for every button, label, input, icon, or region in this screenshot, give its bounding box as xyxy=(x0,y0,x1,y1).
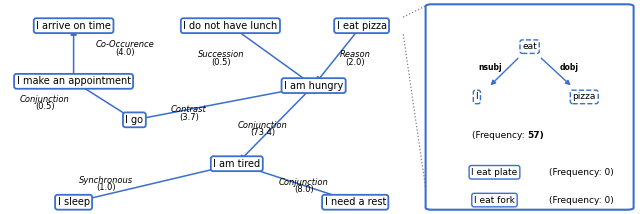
Text: I eat pizza: I eat pizza xyxy=(337,21,387,31)
Text: I arrive on time: I arrive on time xyxy=(36,21,111,31)
Text: I need a rest: I need a rest xyxy=(324,197,386,207)
Text: (0.5): (0.5) xyxy=(35,103,54,111)
Text: Synchronous: Synchronous xyxy=(79,176,132,185)
Text: (Frequency: 0): (Frequency: 0) xyxy=(549,168,614,177)
Text: I make an appointment: I make an appointment xyxy=(17,76,131,86)
Text: (8.0): (8.0) xyxy=(294,185,314,194)
Text: dobj: dobj xyxy=(559,63,578,72)
Text: I sleep: I sleep xyxy=(58,197,90,207)
Text: (1.0): (1.0) xyxy=(96,183,115,192)
Text: Co-Occurence: Co-Occurence xyxy=(95,40,154,49)
Text: Conjunction: Conjunction xyxy=(237,121,287,130)
Text: I do not have lunch: I do not have lunch xyxy=(183,21,278,31)
Text: I am hungry: I am hungry xyxy=(284,81,343,91)
Text: I eat plate: I eat plate xyxy=(471,168,518,177)
Text: Conjunction: Conjunction xyxy=(279,178,329,187)
Text: (Frequency:: (Frequency: xyxy=(472,131,528,140)
Text: 57): 57) xyxy=(528,131,545,140)
Text: (0.5): (0.5) xyxy=(211,58,230,67)
Text: I go: I go xyxy=(125,115,143,125)
Text: I: I xyxy=(476,92,478,101)
FancyBboxPatch shape xyxy=(426,4,634,210)
Text: Contrast: Contrast xyxy=(171,105,207,114)
Text: Conjunction: Conjunction xyxy=(20,95,70,104)
Text: I am tired: I am tired xyxy=(213,159,260,169)
Text: (3.7): (3.7) xyxy=(179,113,199,122)
Text: eat: eat xyxy=(522,42,537,51)
Text: pizza: pizza xyxy=(573,92,596,101)
Text: (Frequency: 0): (Frequency: 0) xyxy=(549,196,614,205)
Text: (73.4): (73.4) xyxy=(250,128,275,137)
Text: nsubj: nsubj xyxy=(479,63,502,72)
Text: I eat fork: I eat fork xyxy=(474,196,515,205)
Text: (4.0): (4.0) xyxy=(115,48,134,57)
Text: (2.0): (2.0) xyxy=(346,58,365,67)
Text: Succession: Succession xyxy=(198,50,244,59)
Text: Reason: Reason xyxy=(340,50,371,59)
